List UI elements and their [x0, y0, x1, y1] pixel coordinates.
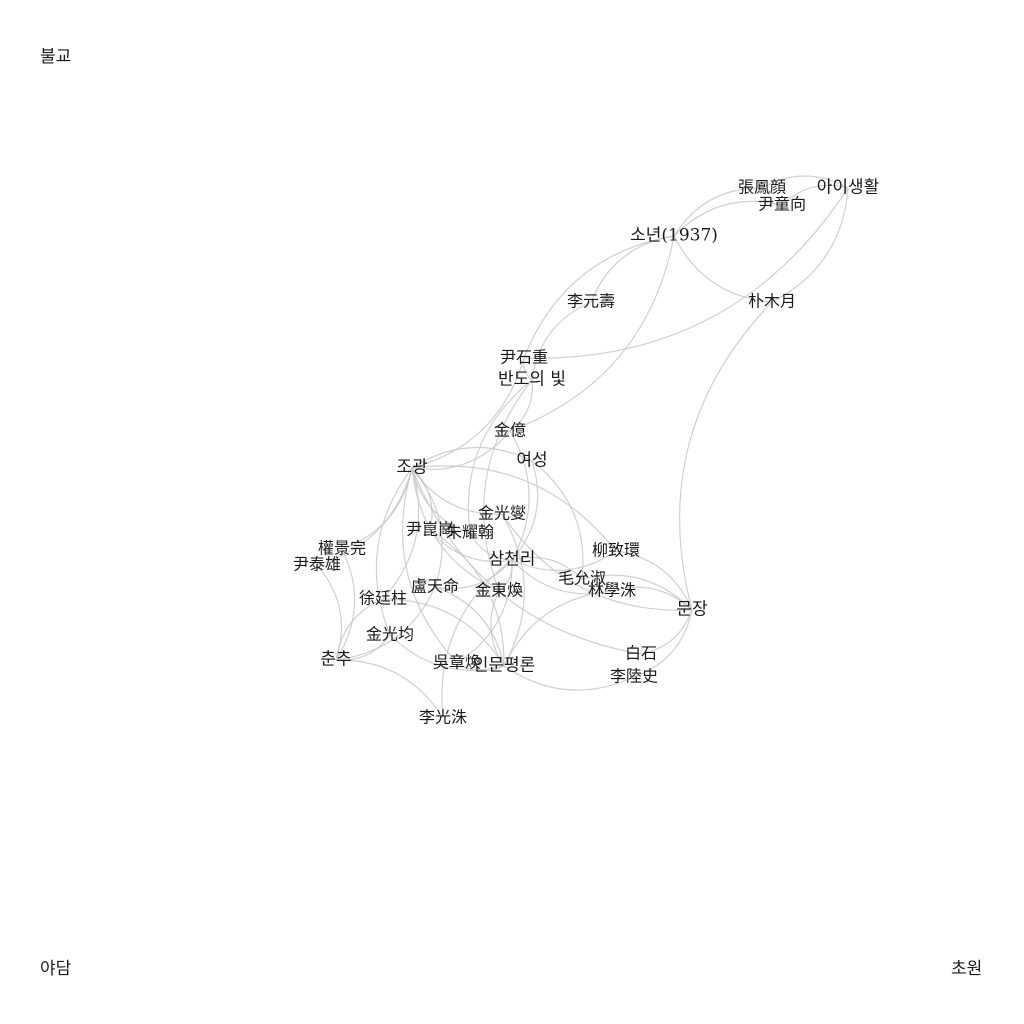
edge-kimeok-samcheolli: [509, 430, 530, 561]
node-label-samcheolli: 삼천리: [489, 550, 536, 570]
edge-yundonghyang-aisaenghwal: [781, 184, 849, 206]
edge-nocheonmyeong-inmun: [434, 586, 505, 667]
edge-juyohan-samcheolli: [469, 532, 513, 561]
edge-gwongyeongwan-chunchu: [335, 548, 356, 661]
edge-leegwangsu-samcheolli: [441, 559, 513, 719]
edge-yuntaeung-chunchu: [316, 564, 343, 661]
edge-ojanghwan-samcheolli: [456, 559, 513, 664]
edge-parkmokwol-aisaenghwal: [771, 187, 849, 303]
node-label-chunchu: 춘추: [320, 650, 351, 670]
node-label-moyunsuk: 毛允淑: [558, 569, 606, 588]
edge-imhaksu-munjang: [611, 586, 693, 611]
node-label-yuntaeung: 尹泰雄: [293, 555, 341, 574]
node-label-jogwang: 조광: [396, 458, 427, 478]
node-label-bandoui: 반도의 빛: [498, 370, 566, 390]
edge-leeyuksa-munjang: [633, 609, 693, 678]
edge-ojanghwan-jogwang: [402, 467, 458, 664]
edge-gwongyeongwan-jogwang: [341, 467, 413, 550]
node-label-munjang: 문장: [676, 600, 708, 620]
edge-yuntaeung-jogwang: [316, 467, 413, 566]
edge-ryuchihwan-jogwang: [411, 465, 617, 552]
corner-label-top-left: 불교: [40, 47, 72, 67]
node-label-yundonghyang: 尹童向: [758, 195, 806, 214]
edge-yunseokjung-aisaenghwal: [523, 187, 849, 359]
node-label-aisaenghwal: 아이생활: [817, 178, 880, 198]
edge-ryuchihwan-samcheolli: [511, 550, 617, 571]
edge-leewonsu-bandoui: [531, 301, 592, 381]
edge-kimdonghwan-jogwang: [411, 467, 500, 592]
node-label-ojanghwan: 吳章煥: [433, 653, 481, 672]
edge-parkmokwol-sonyeon: [673, 235, 773, 303]
node-label-parkmokwol: 朴木月: [748, 292, 796, 311]
edge-ojanghwan-inmun: [456, 662, 505, 672]
edge-ryuchihwan-munjang: [615, 550, 693, 611]
edge-nocheonmyeong-samcheolli: [434, 559, 513, 590]
edge-kimdonghwan-bandoui: [483, 379, 533, 592]
node-label-seojeongju: 徐廷柱: [359, 589, 407, 608]
node-label-kimdonghwan: 金東煥: [475, 581, 523, 600]
node-label-juyohan: 朱耀翰: [446, 523, 494, 542]
node-label-inmun: 인문평론: [473, 656, 536, 676]
edge-yeoseong-jogwang: [411, 446, 533, 469]
edge-moyunsuk-samcheolli: [511, 556, 583, 580]
edge-yundonghyang-sonyeon: [673, 200, 783, 237]
node-label-baekseok: 白石: [625, 644, 657, 663]
edge-kimgwanggyun-jogwang: [375, 467, 413, 636]
edge-yungonkang-inmun: [429, 529, 505, 667]
edge-kimgwanggyun-inmun: [389, 634, 505, 671]
node-label-zhang: 張鳳顔: [738, 178, 786, 197]
edge-moyunsuk-yeoseong: [531, 460, 584, 580]
edge-seojeongju-jogwang: [382, 467, 420, 600]
edge-yungonkang-samcheolli: [429, 529, 513, 562]
node-label-imhaksu: 林學洙: [588, 581, 636, 600]
edge-moyunsuk-munjang: [581, 574, 693, 611]
node-label-ryuchihwan: 柳致環: [592, 541, 640, 560]
edge-kimeok-bandoui: [509, 379, 533, 432]
edge-leegwangsu-chunchu: [335, 659, 444, 719]
node-label-kimgwanggyun: 金光均: [366, 625, 414, 644]
edge-nocheonmyeong-chunchu: [335, 586, 436, 661]
corner-label-bottom-left: 야담: [40, 959, 72, 979]
node-label-leeyuksa: 李陸史: [610, 667, 658, 686]
edge-kimgwangseop-inmun: [501, 513, 525, 667]
edge-kimeok-sonyeon: [509, 235, 675, 432]
node-label-gwongyeongwan: 權景完: [318, 539, 366, 558]
edge-seojeongju-chunchu: [335, 598, 384, 661]
node-label-leegwangsu: 李光洙: [419, 708, 467, 727]
node-label-nocheonmyeong: 盧天命: [411, 577, 459, 596]
edge-imhaksu-samcheolli: [511, 559, 613, 595]
edge-zhang-sonyeon: [673, 187, 763, 237]
edge-yunseokjung-jogwang: [411, 357, 525, 469]
edge-seojeongju-inmun: [382, 598, 505, 667]
edge-baekseok-munjang: [640, 609, 693, 655]
edge-leeyuksa-inmun: [503, 665, 635, 691]
edge-layer: [316, 175, 849, 719]
node-label-kimgwangseop: 金光燮: [478, 504, 526, 523]
node-label-yunseokjung: 尹石重: [500, 348, 548, 367]
edge-parkmokwol-munjang: [679, 301, 773, 611]
edge-kimgwangseop-munjang: [501, 513, 693, 611]
corner-label-bottom-right: 초원: [951, 959, 983, 979]
node-label-yungonkang: 尹崑崗: [406, 520, 454, 539]
edge-kimeok-jogwang: [411, 430, 511, 471]
node-label-yeoseong: 여성: [516, 451, 547, 471]
edge-zhang-aisaenghwal: [761, 175, 849, 189]
node-label-kimeok: 金億: [494, 421, 526, 440]
node-label-leewonsu: 李元壽: [567, 292, 615, 311]
node-label-sonyeon: 소년(1937): [630, 226, 718, 246]
edge-yeoseong-samcheolli: [511, 460, 539, 561]
edge-baekseok-jogwang: [411, 467, 642, 655]
edge-yunseokjung-sonyeon: [523, 235, 675, 359]
